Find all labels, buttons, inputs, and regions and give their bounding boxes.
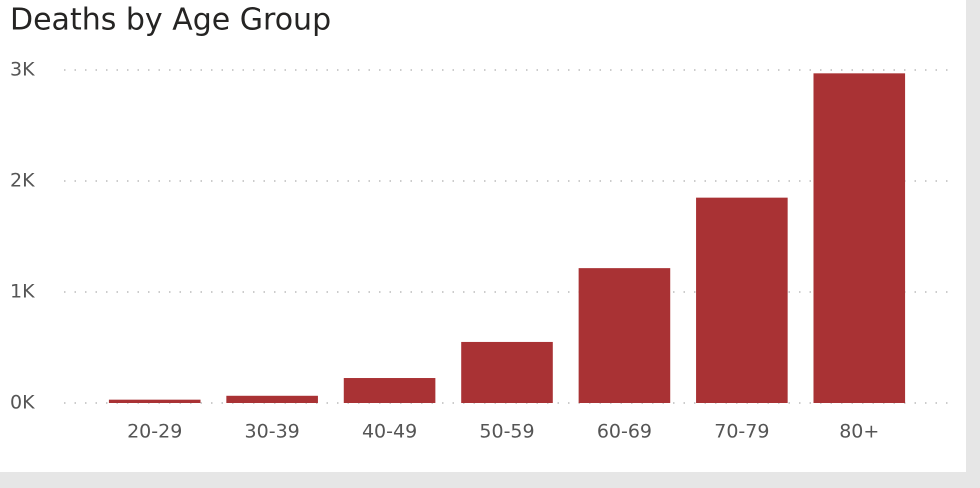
bar (578, 268, 671, 403)
y-tick-label: 2K (10, 170, 35, 192)
x-tick-label: 30-39 (245, 421, 300, 443)
y-tick-label: 1K (10, 281, 35, 303)
bar (696, 197, 788, 403)
x-tick-label: 40-49 (362, 421, 417, 443)
bar (813, 73, 906, 403)
y-tick-label: 3K (10, 59, 35, 81)
x-tick-label: 20-29 (127, 421, 182, 443)
x-tick-label: 50-59 (479, 421, 534, 443)
bar (108, 399, 201, 403)
bar (226, 395, 318, 403)
x-tick-label: 80+ (839, 421, 879, 443)
y-tick-label: 0K (10, 392, 35, 414)
chart-title: Deaths by Age Group (10, 3, 331, 38)
x-tick-label: 70-79 (714, 421, 769, 443)
bar (461, 341, 553, 403)
bar (343, 378, 436, 403)
x-tick-label: 60-69 (597, 421, 652, 443)
